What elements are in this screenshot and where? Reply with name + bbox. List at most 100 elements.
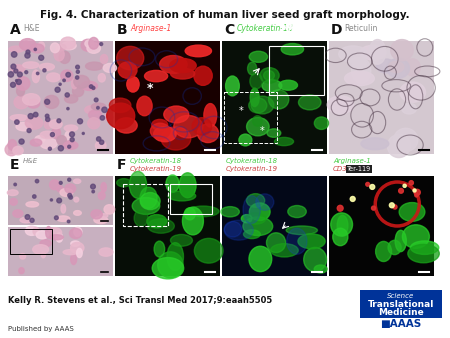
- Ellipse shape: [13, 210, 23, 217]
- Ellipse shape: [52, 128, 61, 139]
- Ellipse shape: [410, 241, 439, 255]
- Ellipse shape: [147, 215, 166, 228]
- Ellipse shape: [395, 230, 406, 252]
- Circle shape: [403, 184, 406, 187]
- Ellipse shape: [376, 241, 392, 262]
- Ellipse shape: [45, 226, 51, 238]
- Ellipse shape: [399, 202, 425, 221]
- Ellipse shape: [85, 105, 99, 114]
- Ellipse shape: [99, 214, 108, 218]
- Ellipse shape: [61, 204, 66, 213]
- Ellipse shape: [25, 226, 38, 235]
- Circle shape: [30, 218, 34, 222]
- Ellipse shape: [100, 54, 108, 64]
- Ellipse shape: [194, 238, 223, 263]
- Ellipse shape: [14, 96, 29, 109]
- Ellipse shape: [117, 178, 131, 187]
- Circle shape: [92, 190, 94, 193]
- Text: Cytokeratin-18: Cytokeratin-18: [130, 158, 182, 164]
- Text: B: B: [117, 23, 128, 37]
- Text: Fig. 4. Characterization of human liver seed graft morphology.: Fig. 4. Characterization of human liver …: [40, 10, 410, 20]
- Circle shape: [99, 140, 104, 144]
- Circle shape: [69, 195, 72, 199]
- Ellipse shape: [57, 136, 67, 145]
- Circle shape: [43, 69, 46, 72]
- Ellipse shape: [152, 258, 184, 279]
- Bar: [115, 41, 220, 154]
- Ellipse shape: [249, 203, 270, 220]
- Ellipse shape: [333, 228, 348, 246]
- Ellipse shape: [243, 196, 261, 223]
- Ellipse shape: [204, 103, 217, 127]
- Circle shape: [68, 193, 72, 197]
- Ellipse shape: [69, 228, 82, 238]
- Ellipse shape: [153, 126, 176, 142]
- Ellipse shape: [394, 128, 418, 151]
- Bar: [269, 46, 324, 95]
- Text: C: C: [224, 23, 234, 37]
- Ellipse shape: [40, 64, 54, 70]
- Circle shape: [57, 119, 61, 123]
- Text: ■AAAS: ■AAAS: [380, 319, 422, 329]
- Ellipse shape: [388, 62, 404, 73]
- Ellipse shape: [59, 51, 70, 64]
- Ellipse shape: [171, 235, 193, 246]
- Ellipse shape: [184, 208, 195, 220]
- Text: A: A: [10, 23, 21, 37]
- Circle shape: [54, 216, 58, 220]
- Ellipse shape: [314, 265, 327, 273]
- Circle shape: [45, 99, 50, 104]
- Ellipse shape: [40, 240, 51, 247]
- Ellipse shape: [7, 190, 18, 195]
- Ellipse shape: [64, 125, 77, 131]
- Ellipse shape: [72, 78, 77, 89]
- Ellipse shape: [95, 141, 106, 150]
- Ellipse shape: [192, 118, 212, 135]
- Ellipse shape: [32, 70, 40, 82]
- Text: Cytokeratin-19: Cytokeratin-19: [226, 166, 278, 172]
- Ellipse shape: [10, 198, 17, 205]
- Circle shape: [39, 55, 44, 60]
- Circle shape: [25, 53, 30, 58]
- Ellipse shape: [298, 234, 325, 249]
- Circle shape: [66, 72, 71, 77]
- Ellipse shape: [224, 220, 253, 240]
- Ellipse shape: [50, 120, 62, 129]
- Ellipse shape: [225, 76, 239, 96]
- Ellipse shape: [5, 143, 18, 156]
- Circle shape: [27, 128, 31, 132]
- Ellipse shape: [279, 80, 297, 90]
- Ellipse shape: [76, 248, 82, 258]
- Ellipse shape: [260, 68, 279, 83]
- Ellipse shape: [61, 70, 73, 81]
- Text: *: *: [146, 82, 153, 95]
- Ellipse shape: [16, 122, 32, 131]
- Ellipse shape: [361, 138, 389, 150]
- Circle shape: [97, 106, 99, 109]
- Ellipse shape: [187, 206, 219, 217]
- Ellipse shape: [127, 76, 139, 92]
- Text: MRP2: MRP2: [280, 24, 305, 33]
- Ellipse shape: [243, 230, 261, 239]
- Ellipse shape: [221, 207, 239, 217]
- Ellipse shape: [40, 131, 55, 139]
- Ellipse shape: [88, 118, 100, 129]
- Ellipse shape: [274, 137, 293, 146]
- Circle shape: [76, 70, 79, 73]
- Ellipse shape: [144, 70, 168, 82]
- Ellipse shape: [50, 180, 59, 190]
- Ellipse shape: [288, 206, 306, 218]
- Ellipse shape: [148, 219, 174, 233]
- Circle shape: [15, 120, 19, 124]
- Text: Cytokeratin-18: Cytokeratin-18: [226, 158, 278, 164]
- Ellipse shape: [30, 139, 42, 146]
- Ellipse shape: [81, 81, 98, 91]
- Ellipse shape: [89, 110, 102, 120]
- Ellipse shape: [91, 103, 106, 110]
- Ellipse shape: [369, 40, 386, 64]
- Circle shape: [393, 205, 397, 209]
- Ellipse shape: [23, 62, 39, 68]
- Text: Kelly R. Stevens et al., Sci Transl Med 2017;9:eaah5505: Kelly R. Stevens et al., Sci Transl Med …: [8, 296, 272, 305]
- Text: Cytokeratin-18: Cytokeratin-18: [237, 24, 294, 33]
- Ellipse shape: [46, 73, 60, 82]
